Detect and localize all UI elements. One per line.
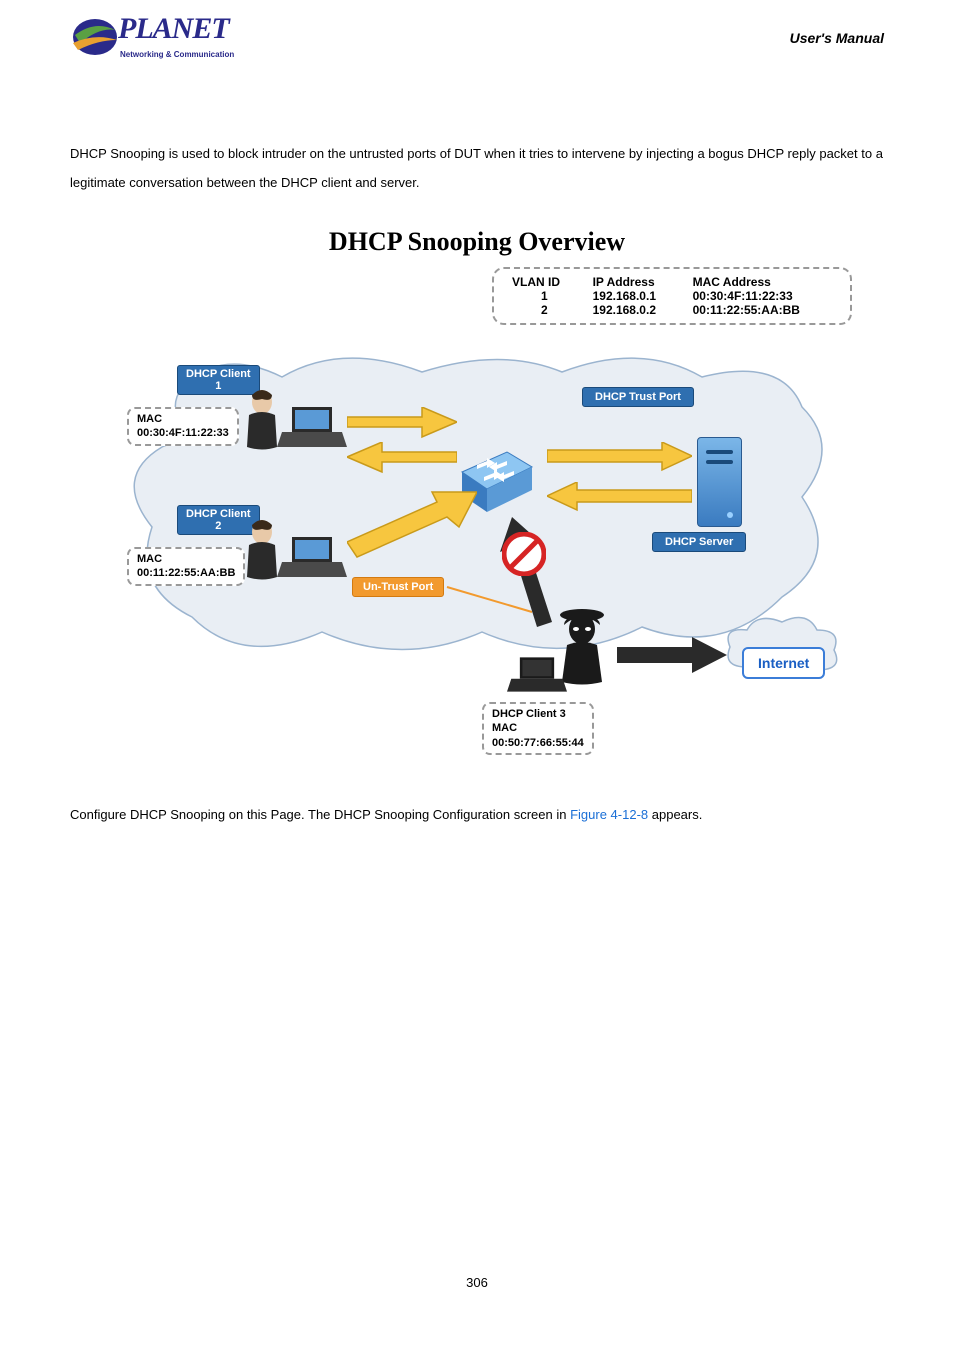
arrow-icon — [347, 407, 457, 447]
diagram-title: DHCP Snooping Overview — [70, 227, 884, 257]
col-vlan: VLAN ID — [504, 275, 585, 289]
client-1-mac-box: MAC 00:30:4F:11:22:33 — [127, 407, 239, 446]
dhcp-trust-port-label: DHCP Trust Port — [582, 387, 694, 407]
logo-subtitle: Networking & Communication — [120, 50, 234, 59]
page-content: DHCP Snooping is used to block intruder … — [0, 80, 954, 777]
config-text-post: appears. — [648, 807, 702, 822]
internet-label: Internet — [742, 647, 825, 679]
laptop-icon — [277, 532, 347, 582]
config-paragraph: Configure DHCP Snooping on this Page. Th… — [0, 802, 954, 828]
client-3-box: DHCP Client 3 MAC 00:50:77:66:55:44 — [482, 702, 594, 755]
dhcp-server-label: DHCP Server — [652, 532, 746, 552]
arrow-icon — [347, 442, 457, 482]
table-row: 1 192.168.0.1 00:30:4F:11:22:33 — [504, 289, 840, 303]
logo-globe-icon — [70, 15, 120, 60]
laptop-icon — [507, 652, 567, 697]
arrow-icon — [547, 442, 692, 477]
dhcp-server-icon — [697, 437, 742, 527]
intro-paragraph: DHCP Snooping is used to block intruder … — [70, 140, 884, 197]
dhcp-snooping-diagram: VLAN ID IP Address MAC Address 1 192.168… — [92, 257, 862, 777]
block-icon — [502, 532, 546, 576]
page-header: PLANET Networking & Communication User's… — [0, 0, 954, 80]
planet-logo: PLANET Networking & Communication — [70, 10, 250, 70]
laptop-icon — [277, 402, 347, 452]
config-text-pre: Configure DHCP Snooping on this Page. Th… — [70, 807, 570, 822]
binding-table: VLAN ID IP Address MAC Address 1 192.168… — [492, 267, 852, 325]
header-manual-title: User's Manual — [790, 30, 884, 46]
arrow-icon — [347, 487, 477, 567]
arrow-icon — [617, 637, 727, 677]
arrow-icon — [547, 482, 692, 517]
client-2-mac-box: MAC 00:11:22:55:AA:BB — [127, 547, 245, 586]
col-mac: MAC Address — [685, 275, 840, 289]
logo-text: PLANET — [118, 12, 229, 46]
table-row: 2 192.168.0.2 00:11:22:55:AA:BB — [504, 303, 840, 317]
col-ip: IP Address — [585, 275, 685, 289]
page-number: 306 — [0, 1275, 954, 1290]
figure-link[interactable]: Figure 4-12-8 — [570, 807, 648, 822]
un-trust-port-label: Un-Trust Port — [352, 577, 444, 597]
